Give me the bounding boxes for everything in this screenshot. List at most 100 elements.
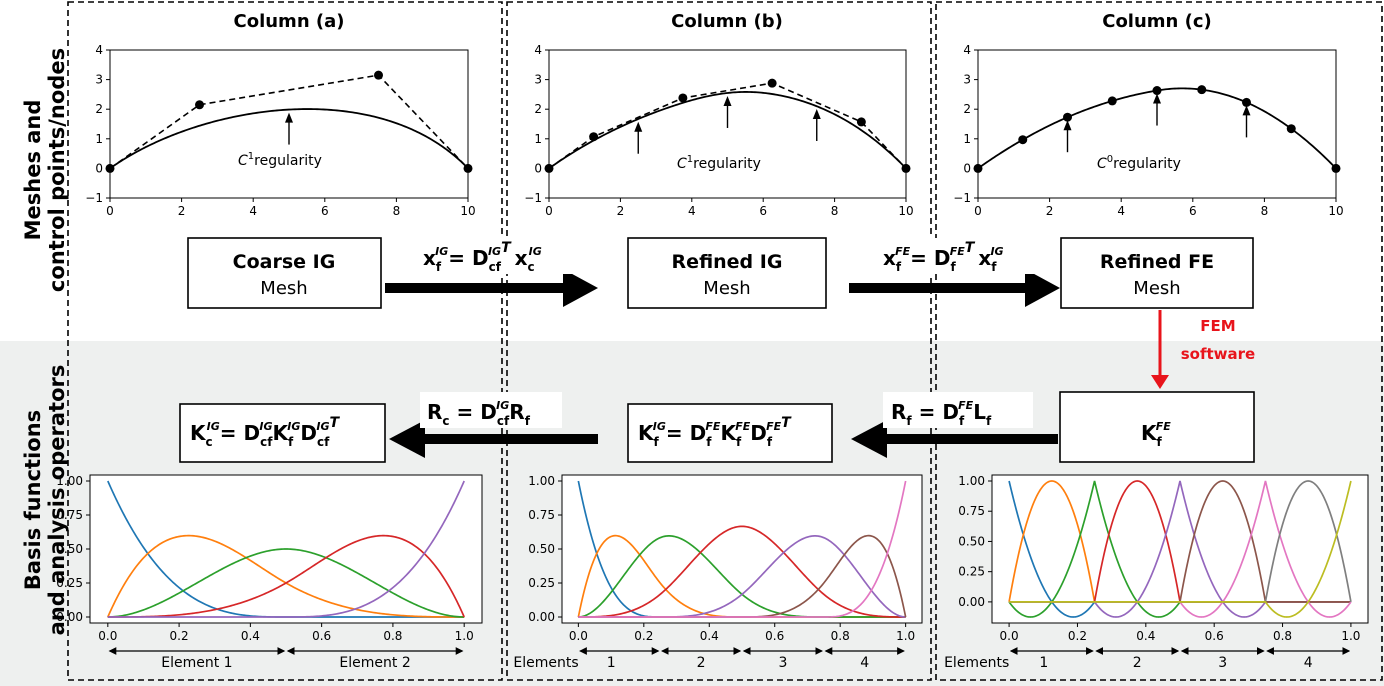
- y-tick-label: 1: [963, 132, 971, 146]
- y-tick-label: 4: [95, 43, 103, 57]
- regularity-b-text: regularity: [693, 156, 761, 172]
- regularity-b-letter: C: [677, 156, 687, 172]
- control-point: [973, 163, 983, 173]
- equation-rf: Rf = DfFELf: [883, 392, 1033, 428]
- equation-ig-to-fe: xfFE= DfFET xfIG: [877, 238, 1037, 274]
- arrow-kf-to-kc: [389, 420, 598, 458]
- regularity-c: C0regularity: [1097, 154, 1181, 172]
- refined-fe-sub: Mesh: [1133, 278, 1180, 299]
- knot-arrow-head: [1153, 93, 1161, 104]
- y-tick-label: 0.75: [528, 508, 555, 522]
- x-tick-label: 0: [545, 204, 553, 218]
- regularity-c-sup: 0: [1107, 154, 1113, 165]
- arrow-refined-ig-to-fe: [849, 269, 1060, 307]
- refined-ig-box: Refined IG Mesh: [627, 237, 827, 309]
- coarse-ig-box: Coarse IG Mesh: [187, 237, 382, 309]
- element-label: 3: [778, 655, 787, 671]
- y-tick-label: 0.25: [528, 576, 555, 590]
- elements-a: Element 1 Element 2: [108, 647, 464, 671]
- y-tick-label: 2: [963, 102, 971, 116]
- basis-function: [107, 534, 465, 618]
- refined-fe-title: Refined FE: [1100, 251, 1214, 273]
- x-tick-label: 0.0: [569, 629, 588, 643]
- control-point: [856, 117, 866, 127]
- svg-text:KfIG= DfFEKfFEDfFET: KfIG= DfFEKfFEDfFET: [638, 415, 792, 449]
- y-tick-label: −1: [953, 191, 971, 205]
- refined-ig-sub: Mesh: [703, 278, 750, 299]
- regularity-a-letter: C: [238, 153, 248, 169]
- basis-function: [107, 548, 465, 618]
- element-label: Element 1: [161, 655, 232, 671]
- column-c-frame: [935, 1, 1383, 681]
- regularity-a-text: regularity: [254, 153, 322, 169]
- basis-function: [107, 480, 465, 618]
- kfe-box: Kf FE: [1059, 391, 1255, 463]
- y-tick-label: 1: [95, 132, 103, 146]
- row-label-top-line2: control points/nodes: [45, 48, 69, 292]
- column-b-frame: [506, 1, 932, 681]
- x-tick-label: 6: [321, 204, 329, 218]
- x-tick-label: 2: [178, 204, 186, 218]
- x-tick-label: 0.4: [241, 629, 260, 643]
- column-a-frame: [67, 1, 503, 681]
- control-point: [767, 78, 777, 88]
- arrow-coarse-to-refined: [385, 269, 598, 307]
- y-tick-label: 1.00: [958, 474, 985, 488]
- plot-frame: [561, 474, 923, 624]
- plot-a-basis: 0.0 0.2 0.4 0.6 0.8 1.0 0.00 0.25 0.50 0.75 1.00: [56, 474, 483, 643]
- x-tick-label: 10: [1328, 204, 1343, 218]
- x-tick-label: 10: [460, 204, 475, 218]
- y-tick-label: 4: [534, 43, 542, 57]
- plot-c-basis: 0.0 0.2 0.4 0.6 0.8 1.0 0.00 0.25 0.50 0.75 1.00: [958, 474, 1369, 643]
- x-tick-label: 0: [106, 204, 114, 218]
- x-tick-label: 1.0: [1341, 629, 1360, 643]
- control-polygon: [548, 82, 907, 170]
- control-point: [463, 163, 473, 173]
- fem-software-line1: FEM: [1200, 317, 1235, 335]
- coarse-ig-title: Coarse IG: [233, 251, 336, 273]
- x-tick-label: 8: [393, 204, 401, 218]
- knot-arrow-head: [1063, 120, 1072, 131]
- y-tick-label: 2: [95, 102, 103, 116]
- y-tick-label: 0.00: [528, 610, 555, 624]
- element-label: 3: [1218, 655, 1227, 671]
- control-point: [544, 163, 554, 173]
- element-label: 4: [860, 655, 869, 671]
- control-point: [589, 132, 599, 142]
- column-c-title: Column (c): [1102, 11, 1212, 32]
- x-tick-label: 10: [898, 204, 913, 218]
- row-label-top-line1: Meshes and: [21, 100, 45, 241]
- column-a-title: Column (a): [234, 11, 345, 32]
- elements-prefix: Elements: [944, 655, 1009, 671]
- plot-b-basis: 0.0 0.2 0.4 0.6 0.8 1.0 0.00 0.25 0.50 0.75 1.00: [528, 474, 923, 643]
- column-frames: [67, 1, 1383, 681]
- kfe-sub: f: [1157, 435, 1163, 449]
- regularity-c-letter: C: [1097, 156, 1107, 172]
- equation-ig-refinement: xfIG= DcfIGT xcIG: [417, 238, 583, 274]
- element-label: 2: [697, 655, 706, 671]
- x-tick-label: 1.0: [455, 629, 474, 643]
- svg-text:KfFE: Kf FE: [1141, 420, 1171, 449]
- control-polygon: [109, 74, 469, 170]
- control-point: [1331, 163, 1341, 173]
- svg-text:KcIG= DcfIGKfIGDcfIGT: KcIG= DcfIGKfIGDcfIGT: [190, 415, 340, 449]
- y-tick-label: 0.25: [958, 565, 985, 579]
- elements-b: 1 2 3 4 Elements: [513, 647, 905, 671]
- regularity-b-sup: 1: [687, 154, 693, 165]
- refined-ig-title: Refined IG: [672, 251, 783, 273]
- x-tick-label: 4: [249, 204, 257, 218]
- regularity-a: C1regularity: [238, 151, 322, 169]
- element-label: 1: [607, 655, 616, 671]
- control-point: [901, 163, 911, 173]
- row-label-bottom-line1: Basis functions: [21, 410, 45, 590]
- x-tick-label: 2: [1046, 204, 1054, 218]
- regularity-b: C1regularity: [677, 154, 761, 172]
- arrow-kfe-to-kf: [851, 420, 1058, 458]
- basis-function: [1009, 480, 1352, 618]
- x-tick-label: 4: [1117, 204, 1125, 218]
- y-tick-label: 0: [963, 161, 971, 175]
- svg-text:Rf = DfFELf: Rf = DfFELf: [891, 399, 992, 428]
- control-point: [1242, 97, 1251, 107]
